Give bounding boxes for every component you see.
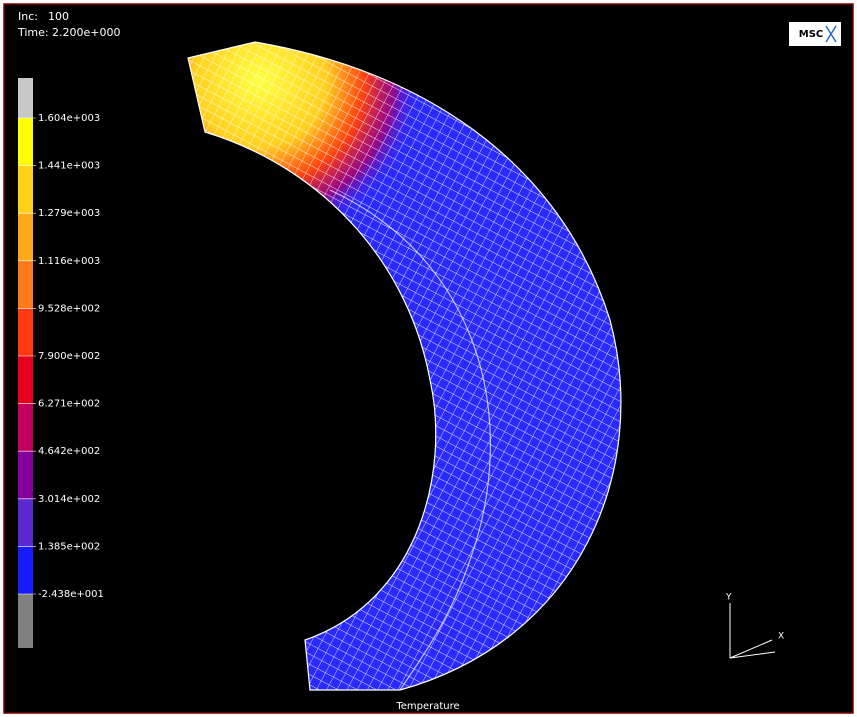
legend-label: -2.438e+001 [38, 589, 104, 600]
legend-swatch [18, 451, 33, 499]
time-value: 2.200e+000 [52, 26, 120, 39]
legend-label: 1.279e+003 [38, 208, 100, 219]
legend-label: 1.441e+003 [38, 161, 100, 172]
logo: MSC [799, 29, 824, 40]
legend-swatch [18, 78, 33, 118]
axis-y-label: Y [725, 593, 732, 603]
legend-label: 6.271e+002 [38, 399, 100, 410]
legend-label: 1.604e+003 [38, 113, 100, 124]
legend-swatch [18, 213, 33, 261]
legend-swatch [18, 308, 33, 356]
legend-swatch [18, 499, 33, 547]
page: {"header": {"inc_label": "Inc:", "inc": … [0, 0, 857, 717]
legend-swatch [18, 356, 33, 404]
legend-swatch [18, 594, 33, 648]
legend-swatch [18, 118, 33, 166]
axis-x-label: X [778, 632, 784, 642]
legend-label: 3.014e+002 [38, 494, 100, 505]
legend-label: 1.385e+002 [38, 541, 100, 552]
inc-label: Inc: [18, 10, 38, 23]
inc-value: 100 [48, 10, 69, 23]
legend-label: 9.528e+002 [38, 303, 100, 314]
legend-swatch [18, 261, 33, 309]
legend-label: 7.900e+002 [38, 351, 100, 362]
viewport: Inc: 100 Time: 2.200e+000 1.604e+003 1.44… [0, 0, 857, 717]
legend-swatch [18, 404, 33, 452]
legend-swatch [18, 166, 33, 214]
legend-label: 4.642e+002 [38, 446, 100, 457]
legend-swatch [18, 546, 33, 594]
legend-label: 1.116e+003 [38, 256, 100, 267]
time-label: Time: [17, 26, 49, 39]
caption: Temperature [395, 701, 459, 712]
